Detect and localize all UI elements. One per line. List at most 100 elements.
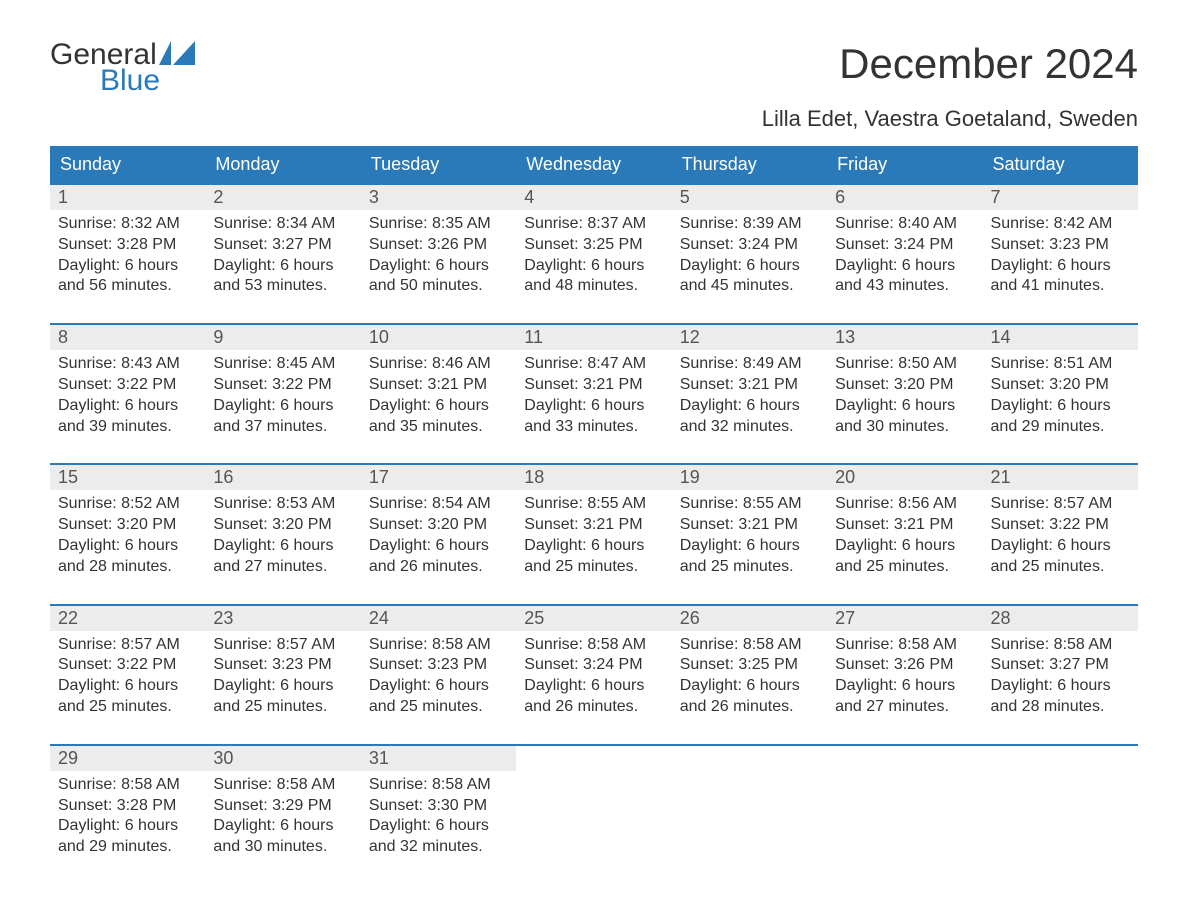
day-line-sunset: Sunset: 3:24 PM (524, 655, 663, 676)
day-number: 22 (50, 606, 205, 631)
day-line-sunset: Sunset: 3:24 PM (680, 235, 819, 256)
day-line-dl2: and 29 minutes. (991, 417, 1130, 438)
day-line-dl2: and 56 minutes. (58, 276, 197, 297)
day-line-sunrise: Sunrise: 8:40 AM (835, 214, 974, 235)
day-line-sunrise: Sunrise: 8:45 AM (213, 354, 352, 375)
day-line-sunrise: Sunrise: 8:50 AM (835, 354, 974, 375)
page-title: December 2024 (839, 40, 1138, 88)
day-body: Sunrise: 8:57 AMSunset: 3:23 PMDaylight:… (205, 631, 360, 722)
day-line-dl2: and 25 minutes. (991, 557, 1130, 578)
day-line-dl2: and 25 minutes. (835, 557, 974, 578)
day-line-sunrise: Sunrise: 8:58 AM (213, 775, 352, 796)
day-number: 21 (983, 465, 1138, 490)
day-line-dl1: Daylight: 6 hours (991, 676, 1130, 697)
day-number: 29 (50, 746, 205, 771)
day-line-dl1: Daylight: 6 hours (835, 536, 974, 557)
day-number: 19 (672, 465, 827, 490)
week-row: 29Sunrise: 8:58 AMSunset: 3:28 PMDayligh… (50, 744, 1138, 862)
day-line-sunrise: Sunrise: 8:58 AM (58, 775, 197, 796)
day-body: Sunrise: 8:58 AMSunset: 3:23 PMDaylight:… (361, 631, 516, 722)
day-line-sunset: Sunset: 3:24 PM (835, 235, 974, 256)
day-line-sunset: Sunset: 3:22 PM (58, 655, 197, 676)
day-line-sunrise: Sunrise: 8:56 AM (835, 494, 974, 515)
day-line-sunrise: Sunrise: 8:51 AM (991, 354, 1130, 375)
calendar-header-cell: Monday (205, 146, 360, 183)
day-line-dl1: Daylight: 6 hours (369, 816, 508, 837)
day-line-sunset: Sunset: 3:21 PM (680, 375, 819, 396)
day-line-sunrise: Sunrise: 8:55 AM (680, 494, 819, 515)
day-line-dl2: and 39 minutes. (58, 417, 197, 438)
day-line-sunrise: Sunrise: 8:49 AM (680, 354, 819, 375)
day-line-sunset: Sunset: 3:28 PM (58, 235, 197, 256)
day-line-dl1: Daylight: 6 hours (680, 676, 819, 697)
day-line-dl1: Daylight: 6 hours (680, 256, 819, 277)
day-line-dl1: Daylight: 6 hours (58, 396, 197, 417)
day-line-dl2: and 28 minutes. (991, 697, 1130, 718)
day-line-dl2: and 41 minutes. (991, 276, 1130, 297)
week-row: 1Sunrise: 8:32 AMSunset: 3:28 PMDaylight… (50, 183, 1138, 301)
day-line-dl2: and 25 minutes. (213, 697, 352, 718)
day-line-dl2: and 26 minutes. (680, 697, 819, 718)
day-line-dl2: and 37 minutes. (213, 417, 352, 438)
day-number: 2 (205, 185, 360, 210)
day-body: Sunrise: 8:35 AMSunset: 3:26 PMDaylight:… (361, 210, 516, 301)
day-line-sunrise: Sunrise: 8:58 AM (991, 635, 1130, 656)
day-line-dl2: and 30 minutes. (213, 837, 352, 858)
day-number: 14 (983, 325, 1138, 350)
day-line-sunset: Sunset: 3:23 PM (991, 235, 1130, 256)
day-body: Sunrise: 8:56 AMSunset: 3:21 PMDaylight:… (827, 490, 982, 581)
day-body: Sunrise: 8:39 AMSunset: 3:24 PMDaylight:… (672, 210, 827, 301)
day-line-sunset: Sunset: 3:25 PM (680, 655, 819, 676)
logo: General Blue (50, 40, 195, 96)
day-line-sunrise: Sunrise: 8:57 AM (58, 635, 197, 656)
week-row: 15Sunrise: 8:52 AMSunset: 3:20 PMDayligh… (50, 463, 1138, 581)
day-cell: 20Sunrise: 8:56 AMSunset: 3:21 PMDayligh… (827, 465, 982, 581)
day-cell: 14Sunrise: 8:51 AMSunset: 3:20 PMDayligh… (983, 325, 1138, 441)
weeks-container: 1Sunrise: 8:32 AMSunset: 3:28 PMDaylight… (50, 183, 1138, 862)
day-body: Sunrise: 8:43 AMSunset: 3:22 PMDaylight:… (50, 350, 205, 441)
day-line-sunrise: Sunrise: 8:58 AM (835, 635, 974, 656)
day-line-dl1: Daylight: 6 hours (835, 256, 974, 277)
day-cell (827, 746, 982, 862)
day-line-sunset: Sunset: 3:25 PM (524, 235, 663, 256)
day-line-dl1: Daylight: 6 hours (835, 396, 974, 417)
day-line-dl1: Daylight: 6 hours (524, 536, 663, 557)
day-cell (672, 746, 827, 862)
day-body: Sunrise: 8:40 AMSunset: 3:24 PMDaylight:… (827, 210, 982, 301)
day-number: 8 (50, 325, 205, 350)
day-line-sunrise: Sunrise: 8:57 AM (213, 635, 352, 656)
day-cell: 10Sunrise: 8:46 AMSunset: 3:21 PMDayligh… (361, 325, 516, 441)
calendar-header-cell: Friday (827, 146, 982, 183)
day-line-dl1: Daylight: 6 hours (213, 536, 352, 557)
day-number: 31 (361, 746, 516, 771)
day-line-dl2: and 30 minutes. (835, 417, 974, 438)
day-number: 13 (827, 325, 982, 350)
day-line-dl2: and 53 minutes. (213, 276, 352, 297)
day-cell: 12Sunrise: 8:49 AMSunset: 3:21 PMDayligh… (672, 325, 827, 441)
day-line-sunset: Sunset: 3:21 PM (524, 515, 663, 536)
day-body: Sunrise: 8:46 AMSunset: 3:21 PMDaylight:… (361, 350, 516, 441)
day-body: Sunrise: 8:50 AMSunset: 3:20 PMDaylight:… (827, 350, 982, 441)
day-cell: 11Sunrise: 8:47 AMSunset: 3:21 PMDayligh… (516, 325, 671, 441)
day-line-dl1: Daylight: 6 hours (991, 256, 1130, 277)
day-number: 9 (205, 325, 360, 350)
day-body: Sunrise: 8:34 AMSunset: 3:27 PMDaylight:… (205, 210, 360, 301)
day-line-sunrise: Sunrise: 8:58 AM (369, 775, 508, 796)
day-body: Sunrise: 8:57 AMSunset: 3:22 PMDaylight:… (983, 490, 1138, 581)
day-cell: 16Sunrise: 8:53 AMSunset: 3:20 PMDayligh… (205, 465, 360, 581)
day-cell: 15Sunrise: 8:52 AMSunset: 3:20 PMDayligh… (50, 465, 205, 581)
day-cell: 26Sunrise: 8:58 AMSunset: 3:25 PMDayligh… (672, 606, 827, 722)
day-line-sunrise: Sunrise: 8:39 AM (680, 214, 819, 235)
day-line-sunrise: Sunrise: 8:34 AM (213, 214, 352, 235)
day-line-dl1: Daylight: 6 hours (524, 256, 663, 277)
header-row: General Blue December 2024 (50, 40, 1138, 96)
day-number: 5 (672, 185, 827, 210)
day-number: 16 (205, 465, 360, 490)
day-line-dl1: Daylight: 6 hours (369, 256, 508, 277)
day-body: Sunrise: 8:37 AMSunset: 3:25 PMDaylight:… (516, 210, 671, 301)
day-cell: 5Sunrise: 8:39 AMSunset: 3:24 PMDaylight… (672, 185, 827, 301)
day-line-sunrise: Sunrise: 8:32 AM (58, 214, 197, 235)
day-line-dl1: Daylight: 6 hours (680, 536, 819, 557)
day-number: 10 (361, 325, 516, 350)
day-line-dl2: and 25 minutes. (680, 557, 819, 578)
